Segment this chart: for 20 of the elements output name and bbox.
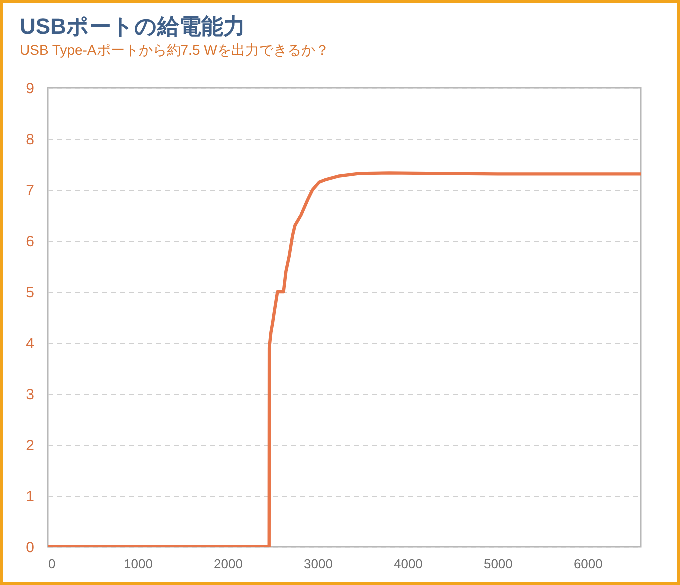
- x-tick-label: 5000: [484, 556, 513, 572]
- y-tick-label: 3: [26, 386, 34, 404]
- x-tick-label: 4000: [394, 556, 423, 572]
- x-tick-label: 2000: [214, 556, 243, 572]
- y-tick-label: 4: [26, 336, 34, 352]
- line-series: [48, 172, 641, 547]
- y-tick-label: 6: [26, 234, 34, 250]
- y-tick-label: 0: [26, 540, 34, 556]
- y-tick-label: 1: [26, 488, 34, 506]
- y-tick-label: 7: [26, 182, 34, 200]
- chart-subtitle: USB Type-Aポートから約7.5 Wを出力できるか？: [20, 42, 330, 58]
- x-tick-label: 1000: [124, 556, 153, 572]
- chart-title: USBポートの給電能力: [20, 14, 246, 39]
- y-tick-label: 5: [26, 284, 34, 302]
- x-tick-label: 3000: [304, 556, 333, 572]
- x-tick-label: 0: [48, 556, 56, 572]
- y-tick-label: 2: [26, 438, 34, 454]
- y-tick-label: 8: [26, 132, 34, 148]
- y-tick-label: 9: [26, 80, 34, 98]
- x-tick-label: 6000: [574, 556, 603, 572]
